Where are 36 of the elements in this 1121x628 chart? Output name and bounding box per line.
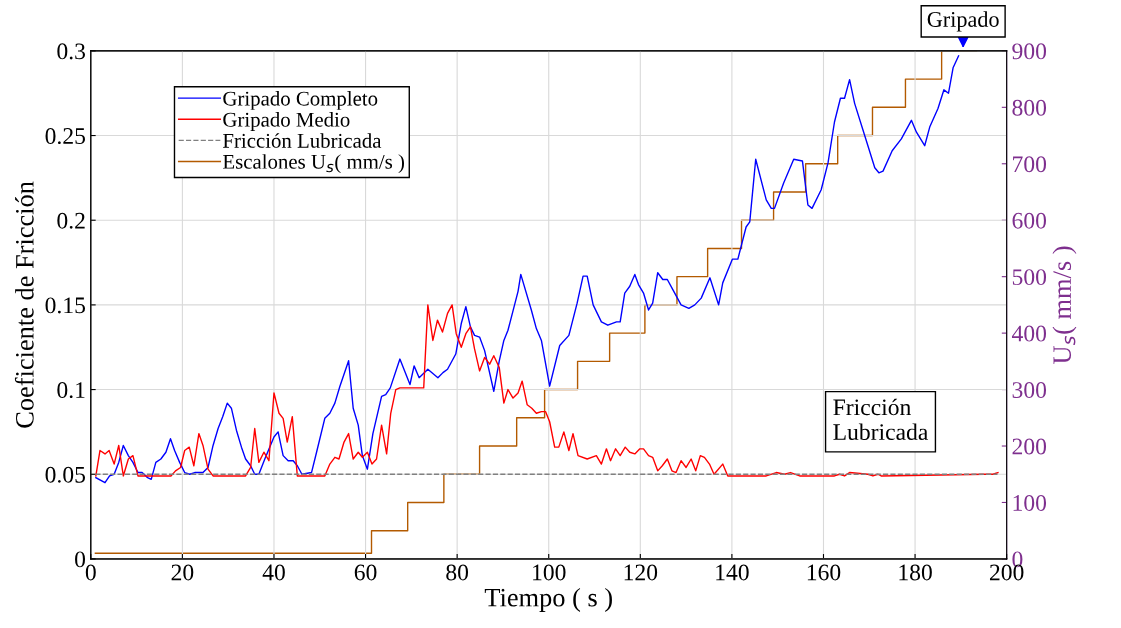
x-axis-title: Tiempo ( s ): [484, 587, 612, 612]
y-tick-label: 0.25: [45, 128, 86, 145]
y-tick-label: 0.15: [45, 297, 86, 314]
y2-tick-label: 900: [1012, 43, 1047, 60]
y2-tick-label: 600: [1012, 212, 1047, 229]
y-tick-label: 0.3: [57, 43, 86, 60]
line-series: [95, 55, 960, 484]
y2-tick-label: 500: [1012, 269, 1047, 286]
y-tick-label: 0.1: [57, 382, 85, 399]
y-tick-label: 0.05: [45, 466, 86, 483]
y-tick-label: 0.2: [57, 212, 85, 229]
line-series: [95, 304, 999, 477]
legend-label: Escalones U$_{s}$( mm/s ): [223, 154, 405, 174]
legend-label: Fricción Lubricada: [223, 133, 382, 148]
annotation: Gripado: [927, 11, 999, 32]
y2-tick-label: 400: [1011, 325, 1047, 342]
y-tick-label: 0: [75, 551, 86, 568]
x-tick-label: 40: [262, 564, 285, 581]
x-tick-label: 60: [354, 564, 377, 581]
x-tick-label: 80: [446, 564, 469, 581]
x-tick-label: 160: [807, 564, 841, 581]
y-axis-title: Coeficiente de Fricción: [14, 181, 34, 428]
y2-tick-label: 100: [1013, 494, 1047, 511]
x-tick-label: 20: [171, 564, 194, 581]
x-tick-label: 140: [716, 564, 749, 581]
y2-tick-label: 800: [1012, 99, 1047, 116]
x-tick-label: 100: [533, 564, 566, 581]
legend-label: Gripado Medio: [223, 112, 350, 131]
legend-label: Gripado Completo: [223, 90, 378, 110]
x-tick-label: 180: [899, 564, 932, 581]
y2-axis-title: U$_{s}$( mm/s ): [1052, 246, 1077, 364]
annotation: Fricción Lubricada: [833, 398, 929, 440]
y2-tick-label: 700: [1013, 156, 1047, 173]
y2-tick-label: 300: [1012, 382, 1047, 398]
x-tick-label: 120: [624, 564, 658, 581]
y2-tick-label: 200: [1012, 438, 1047, 455]
